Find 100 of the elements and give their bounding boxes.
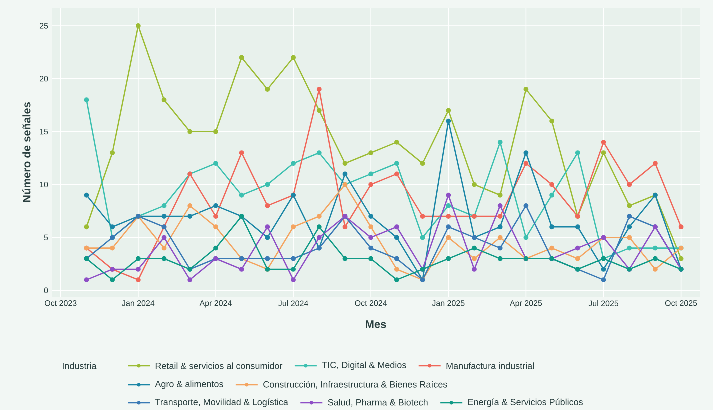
x-tick-label: Jul 2024 bbox=[278, 300, 308, 306]
point bbox=[368, 182, 374, 188]
point bbox=[498, 214, 503, 219]
point bbox=[291, 161, 296, 166]
point bbox=[472, 267, 477, 272]
point bbox=[394, 161, 400, 166]
point bbox=[524, 204, 529, 208]
point bbox=[110, 150, 116, 156]
point bbox=[575, 150, 580, 156]
point bbox=[446, 235, 452, 240]
point bbox=[550, 192, 554, 198]
legend-label: Construcción, Infraestructura & Bienes Raíces bbox=[264, 381, 448, 389]
point bbox=[678, 224, 684, 230]
point bbox=[214, 214, 218, 219]
point bbox=[446, 214, 452, 219]
point bbox=[239, 55, 244, 60]
point bbox=[84, 192, 90, 198]
point bbox=[394, 256, 400, 262]
point bbox=[84, 278, 90, 282]
point bbox=[291, 55, 296, 60]
point bbox=[342, 224, 348, 230]
point bbox=[472, 256, 477, 262]
legend-label: Energía & Servicios Públicos bbox=[468, 398, 583, 408]
point bbox=[342, 161, 348, 166]
point bbox=[342, 172, 348, 177]
point bbox=[188, 278, 193, 282]
point bbox=[136, 267, 141, 272]
point bbox=[239, 267, 244, 272]
point bbox=[188, 204, 193, 208]
y-tick-label: 15 bbox=[40, 129, 48, 135]
point bbox=[368, 246, 374, 251]
point bbox=[394, 140, 400, 145]
legend-label: TIC, Digital & Medios bbox=[322, 362, 406, 370]
point bbox=[394, 172, 400, 177]
x-tick-label: Oct 2023 bbox=[45, 300, 77, 306]
point bbox=[653, 256, 658, 262]
legend-label: Transporte, Movilidad & Logística bbox=[155, 398, 288, 408]
point bbox=[575, 224, 580, 230]
point bbox=[316, 87, 322, 92]
legend-label: Retail & servicios al consumidor bbox=[156, 362, 283, 370]
point bbox=[110, 246, 116, 251]
legend-label: Salud, Pharma & Biotech bbox=[328, 399, 428, 407]
point bbox=[394, 235, 400, 240]
x-tick-label: Oct 2025 bbox=[665, 300, 698, 306]
point bbox=[214, 129, 218, 134]
x-tick-label: Apr 2025 bbox=[510, 300, 542, 308]
point bbox=[601, 278, 606, 282]
point bbox=[524, 87, 529, 92]
point bbox=[136, 24, 141, 28]
y-tick-label: 5 bbox=[44, 234, 48, 240]
point bbox=[265, 182, 270, 188]
point bbox=[498, 204, 503, 208]
point bbox=[446, 204, 452, 208]
y-tick-label: 10 bbox=[40, 182, 48, 188]
point bbox=[84, 98, 90, 103]
point bbox=[498, 224, 503, 230]
point bbox=[550, 118, 554, 124]
x-axis-title: Mes bbox=[366, 320, 386, 328]
point bbox=[162, 235, 167, 240]
point bbox=[446, 118, 452, 124]
point bbox=[214, 204, 218, 208]
point bbox=[316, 235, 322, 240]
point bbox=[110, 224, 116, 230]
point bbox=[162, 246, 167, 251]
point bbox=[420, 161, 426, 166]
point bbox=[136, 256, 141, 262]
point bbox=[601, 150, 606, 156]
point bbox=[446, 224, 452, 230]
point bbox=[524, 161, 529, 166]
point bbox=[446, 108, 452, 114]
point bbox=[188, 214, 193, 219]
x-tick-label: Oct 2024 bbox=[355, 300, 388, 306]
legend-label: Manufactura industrial bbox=[446, 362, 534, 370]
point bbox=[291, 256, 296, 262]
point bbox=[188, 129, 193, 134]
point bbox=[575, 256, 580, 262]
point bbox=[550, 246, 554, 251]
point bbox=[472, 246, 477, 251]
point bbox=[368, 256, 374, 262]
point bbox=[550, 182, 554, 188]
y-axis-title: Número de señales bbox=[22, 102, 31, 202]
legend-title: Industria bbox=[63, 362, 97, 370]
point bbox=[653, 161, 658, 166]
point bbox=[214, 224, 218, 230]
point bbox=[265, 235, 270, 240]
point bbox=[653, 246, 658, 251]
point bbox=[498, 246, 503, 251]
point bbox=[316, 150, 322, 156]
y-tick-label: 25 bbox=[40, 23, 48, 29]
point bbox=[368, 224, 374, 230]
point bbox=[162, 214, 167, 219]
point bbox=[136, 278, 141, 282]
point bbox=[678, 256, 684, 262]
point bbox=[214, 246, 218, 251]
point bbox=[420, 235, 426, 240]
point bbox=[524, 235, 529, 240]
point bbox=[368, 172, 374, 177]
point bbox=[420, 214, 426, 219]
point bbox=[601, 140, 606, 145]
x-tick-label: Jan 2025 bbox=[432, 300, 465, 306]
